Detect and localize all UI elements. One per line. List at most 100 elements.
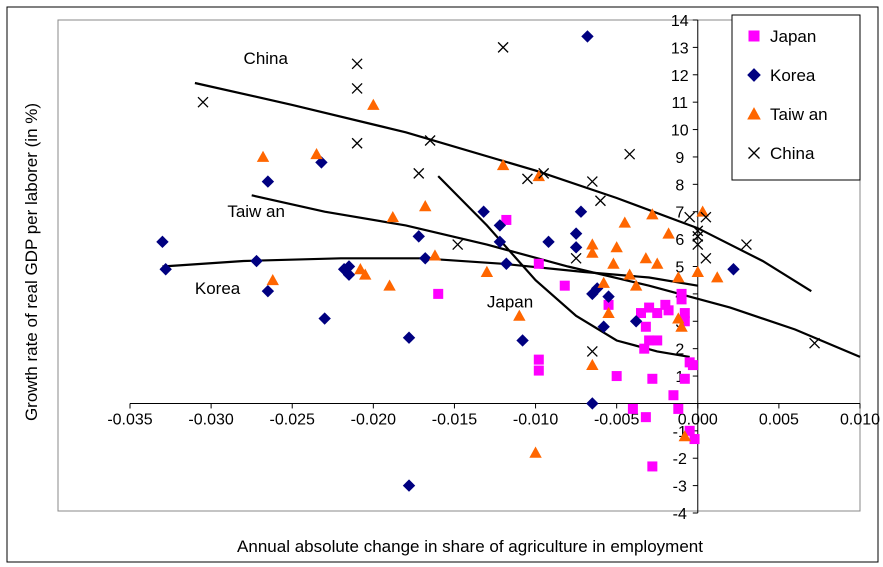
data-point xyxy=(629,315,643,328)
data-point xyxy=(574,205,588,218)
data-point xyxy=(647,461,658,472)
data-point xyxy=(496,158,510,171)
data-point xyxy=(569,227,583,240)
data-point xyxy=(594,195,606,207)
data-point xyxy=(529,446,542,458)
data-point xyxy=(602,306,615,319)
data-point xyxy=(647,373,658,384)
x-tick-label: -0.005 xyxy=(594,411,639,428)
y-tick-label: 11 xyxy=(671,95,688,112)
data-point xyxy=(640,321,651,332)
data-point xyxy=(569,241,583,254)
data-point xyxy=(673,403,684,414)
data-point xyxy=(354,263,367,275)
data-point xyxy=(652,308,663,319)
data-point xyxy=(586,358,599,371)
data-point xyxy=(351,58,363,70)
data-point xyxy=(586,246,599,258)
data-point xyxy=(597,276,610,288)
data-point xyxy=(678,430,691,442)
y-tick-label: 10 xyxy=(671,123,689,140)
data-point xyxy=(711,271,724,283)
data-point xyxy=(639,252,653,264)
data-point xyxy=(679,373,690,384)
data-point xyxy=(700,211,712,223)
legend: Japan Korea Taiw an China xyxy=(731,14,861,181)
data-point xyxy=(559,280,570,291)
data-point xyxy=(428,249,442,261)
data-point xyxy=(419,200,432,212)
data-point xyxy=(402,331,416,344)
data-point xyxy=(493,219,507,232)
data-point xyxy=(740,239,752,251)
data-point xyxy=(646,208,659,220)
data-point xyxy=(315,156,328,169)
x-tick-label: -0.035 xyxy=(107,411,152,428)
data-point xyxy=(689,434,700,445)
data-point xyxy=(662,227,675,239)
data-point xyxy=(809,337,821,349)
data-point xyxy=(591,282,604,295)
data-point xyxy=(679,308,690,319)
legend-marker xyxy=(748,30,760,42)
legend-label: China xyxy=(770,144,815,163)
data-point xyxy=(652,335,663,346)
data-point xyxy=(359,268,372,280)
data-point xyxy=(624,148,636,160)
data-point xyxy=(618,216,631,228)
legend-label: Taiw an xyxy=(770,105,828,124)
data-point xyxy=(672,271,685,283)
data-point xyxy=(692,225,704,237)
data-point xyxy=(586,287,599,301)
plot-area-border xyxy=(57,19,861,512)
data-point xyxy=(521,173,533,185)
data-point xyxy=(586,397,599,410)
data-point xyxy=(419,252,432,265)
data-point xyxy=(623,268,636,280)
x-tick-label: -0.030 xyxy=(188,411,233,428)
data-point xyxy=(386,211,399,223)
data-point xyxy=(692,230,704,242)
data-point xyxy=(159,263,172,276)
data-point xyxy=(367,98,380,110)
trend-line xyxy=(251,194,861,358)
data-point xyxy=(532,169,545,182)
data-point xyxy=(684,211,696,223)
data-point xyxy=(318,312,331,325)
data-point xyxy=(676,294,687,305)
data-point xyxy=(516,334,529,347)
legend-marker xyxy=(747,107,761,120)
data-point xyxy=(607,257,620,269)
data-point xyxy=(586,238,599,250)
data-point xyxy=(452,239,464,251)
data-point xyxy=(639,343,650,354)
data-point xyxy=(660,299,671,310)
data-point xyxy=(500,257,513,270)
data-point xyxy=(602,290,615,303)
data-point xyxy=(433,288,444,299)
data-point xyxy=(533,354,544,365)
data-point xyxy=(250,254,263,268)
data-point xyxy=(424,135,436,146)
data-point xyxy=(684,425,695,436)
data-point xyxy=(542,235,555,249)
data-point xyxy=(342,260,356,273)
data-point xyxy=(627,403,638,414)
data-point xyxy=(342,268,356,281)
data-point xyxy=(640,412,651,423)
legend-marker xyxy=(748,147,760,159)
data-point xyxy=(310,148,323,160)
data-point xyxy=(383,279,396,291)
y-tick-label: 7 xyxy=(675,205,684,222)
data-point xyxy=(513,309,526,321)
trend-line xyxy=(194,81,812,293)
data-point xyxy=(663,305,674,316)
data-point xyxy=(351,137,363,149)
y-tick-label: -3 xyxy=(673,479,687,496)
data-point xyxy=(700,252,712,264)
trend-line-label: China xyxy=(244,49,289,68)
data-point xyxy=(497,41,509,53)
y-tick-label: -2 xyxy=(673,451,687,468)
y-tick-label: 6 xyxy=(675,232,684,249)
